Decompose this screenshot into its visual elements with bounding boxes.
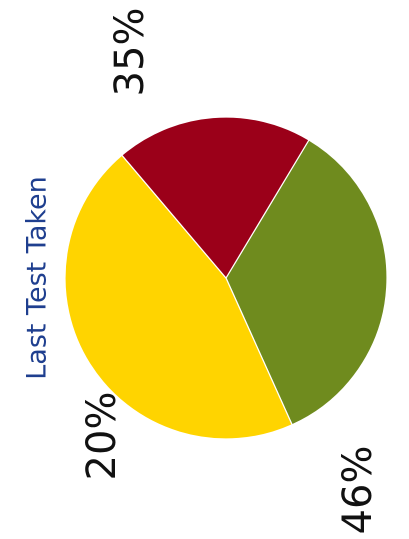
pie-slice-20-percent (121, 116, 310, 280)
chart-title: Last Test Taken (22, 176, 53, 380)
data-label-35-percent: 35% (107, 8, 153, 97)
pie-slices (64, 116, 388, 440)
data-label-20-percent: 20% (79, 392, 125, 481)
pie-slice-46-percent (64, 154, 293, 440)
pie-labels: 35% 46% 20% (79, 8, 381, 535)
data-label-46-percent: 46% (335, 446, 381, 535)
